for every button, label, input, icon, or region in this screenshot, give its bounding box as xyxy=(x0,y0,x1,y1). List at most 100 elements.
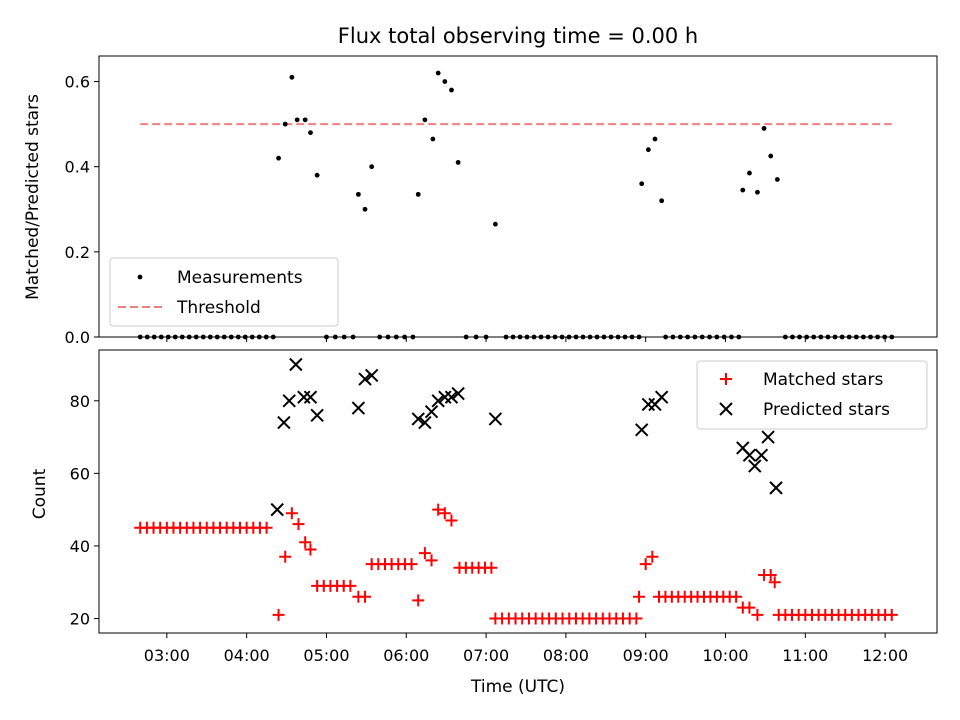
predicted-star-point xyxy=(277,415,291,430)
top-panel: 0.0 0.2 0.4 0.6 xyxy=(65,55,938,347)
predicted-star-point xyxy=(424,404,439,419)
measurement-point xyxy=(362,206,368,212)
bottom-x-tick-label: 06:00 xyxy=(383,646,429,665)
matched-star-point xyxy=(438,507,451,520)
measurement-point xyxy=(755,189,760,195)
bottom-y-tick-label: 20 xyxy=(70,609,90,628)
predicted-star-point xyxy=(364,368,379,383)
predicted-star-point xyxy=(769,481,783,495)
matched-star-point xyxy=(359,590,372,603)
bottom-y-axis-label: Count xyxy=(30,468,50,519)
measurement-point xyxy=(415,191,421,197)
predicted-star-point xyxy=(282,394,296,408)
measurement-point xyxy=(369,164,375,170)
measurement-point xyxy=(455,160,461,165)
top-y-tick-label: 0.0 xyxy=(65,328,90,347)
bottom-x-tick-label: 11:00 xyxy=(782,646,828,665)
matched-star-point xyxy=(292,518,305,531)
matched-star-point xyxy=(730,590,743,603)
matched-star-point xyxy=(633,590,646,603)
predicted-star-point xyxy=(641,397,656,412)
measurement-point xyxy=(435,70,441,76)
measurement-point xyxy=(652,136,658,142)
measurement-point xyxy=(768,153,774,159)
predicted-star-point xyxy=(297,390,311,404)
predicted-star-point xyxy=(418,415,432,430)
matched-star-point xyxy=(445,514,458,527)
predicted-star-point xyxy=(358,372,372,386)
bottom-legend-frame xyxy=(696,360,928,430)
legend-label-matched: Matched stars xyxy=(763,370,883,390)
predicted-star-point xyxy=(451,386,465,401)
predicted-star-point xyxy=(303,390,318,404)
chart-title: Flux total observing time = 0.00 h xyxy=(338,24,698,48)
bottom-x-tick-label: 08:00 xyxy=(543,646,589,665)
legend-marker-measurements xyxy=(137,274,143,280)
matched-star-point xyxy=(344,579,357,592)
matched-star-point xyxy=(743,601,756,614)
measurement-point xyxy=(659,198,665,204)
matched-star-point xyxy=(764,568,777,581)
matched-star-point xyxy=(885,608,898,621)
matched-star-point xyxy=(768,576,781,589)
top-legend-frame xyxy=(109,257,339,327)
bottom-x-tick-label: 03:00 xyxy=(144,646,190,665)
predicted-star-point xyxy=(270,502,284,517)
measurement-point xyxy=(639,181,645,187)
measurement-point xyxy=(355,191,361,197)
predicted-star-point xyxy=(754,448,769,462)
top-y-tick-label: 0.2 xyxy=(65,243,90,262)
predicted-star-point xyxy=(310,408,324,423)
measurement-point xyxy=(302,117,308,123)
legend-label-measurements: Measurements xyxy=(177,268,303,288)
measurement-point xyxy=(449,87,454,93)
predicted-star-point xyxy=(748,459,762,473)
matched-star-point xyxy=(405,558,418,571)
measurement-point xyxy=(492,221,498,227)
matched-star-point xyxy=(646,550,659,563)
matched-star-point xyxy=(485,561,498,574)
predicted-star-point xyxy=(488,412,503,426)
predicted-star-point xyxy=(634,423,649,437)
bottom-x-tick-label: 07:00 xyxy=(463,646,509,665)
matched-star-point xyxy=(412,594,425,607)
matched-star-point xyxy=(425,554,438,567)
measurement-point xyxy=(422,117,428,123)
bottom-y-tick-label: 40 xyxy=(70,537,90,556)
legend-marker-predicted xyxy=(719,402,733,416)
bottom-panel: 20 40 60 80 03:00 04:00 05:00 06:00 07:00 08:00 09… xyxy=(70,349,938,665)
matched-star-point xyxy=(639,558,652,571)
matched-star-point xyxy=(299,536,312,549)
matched-star-point xyxy=(260,521,273,534)
measurement-point xyxy=(740,187,746,193)
measurement-point xyxy=(308,130,313,136)
matched-star-point xyxy=(272,608,285,621)
predicted-star-point xyxy=(351,401,366,415)
legend-marker-matched xyxy=(720,373,732,385)
measurement-point xyxy=(276,155,281,161)
top-y-axis-label: Matched/Predicted stars xyxy=(23,94,43,300)
x-axis-label: Time (UTC) xyxy=(470,677,565,697)
legend-label-predicted: Predicted stars xyxy=(763,400,890,420)
matched-star-point xyxy=(630,612,643,625)
bottom-x-tick-label: 10:00 xyxy=(702,646,748,665)
measurement-point xyxy=(282,121,288,127)
measurement-point xyxy=(314,172,320,178)
bottom-legend: Matched stars Predicted stars xyxy=(696,360,928,430)
measurement-point xyxy=(774,177,780,182)
bottom-x-tick-label: 09:00 xyxy=(623,646,669,665)
predicted-star-point xyxy=(742,448,757,462)
measurement-point xyxy=(645,147,651,153)
matched-star-point xyxy=(418,547,431,560)
bottom-x-tick-label: 04:00 xyxy=(224,646,270,665)
bottom-panel-frame xyxy=(98,349,938,634)
predicted-star-point xyxy=(761,430,775,444)
predicted-star-point xyxy=(411,412,425,426)
measurement-point xyxy=(430,136,436,142)
bottom-x-tick-label: 12:00 xyxy=(862,646,908,665)
matched-star-point xyxy=(751,608,764,621)
predicted-star-point xyxy=(431,394,445,408)
predicted-star-point xyxy=(654,390,669,404)
measurement-point xyxy=(761,125,767,131)
